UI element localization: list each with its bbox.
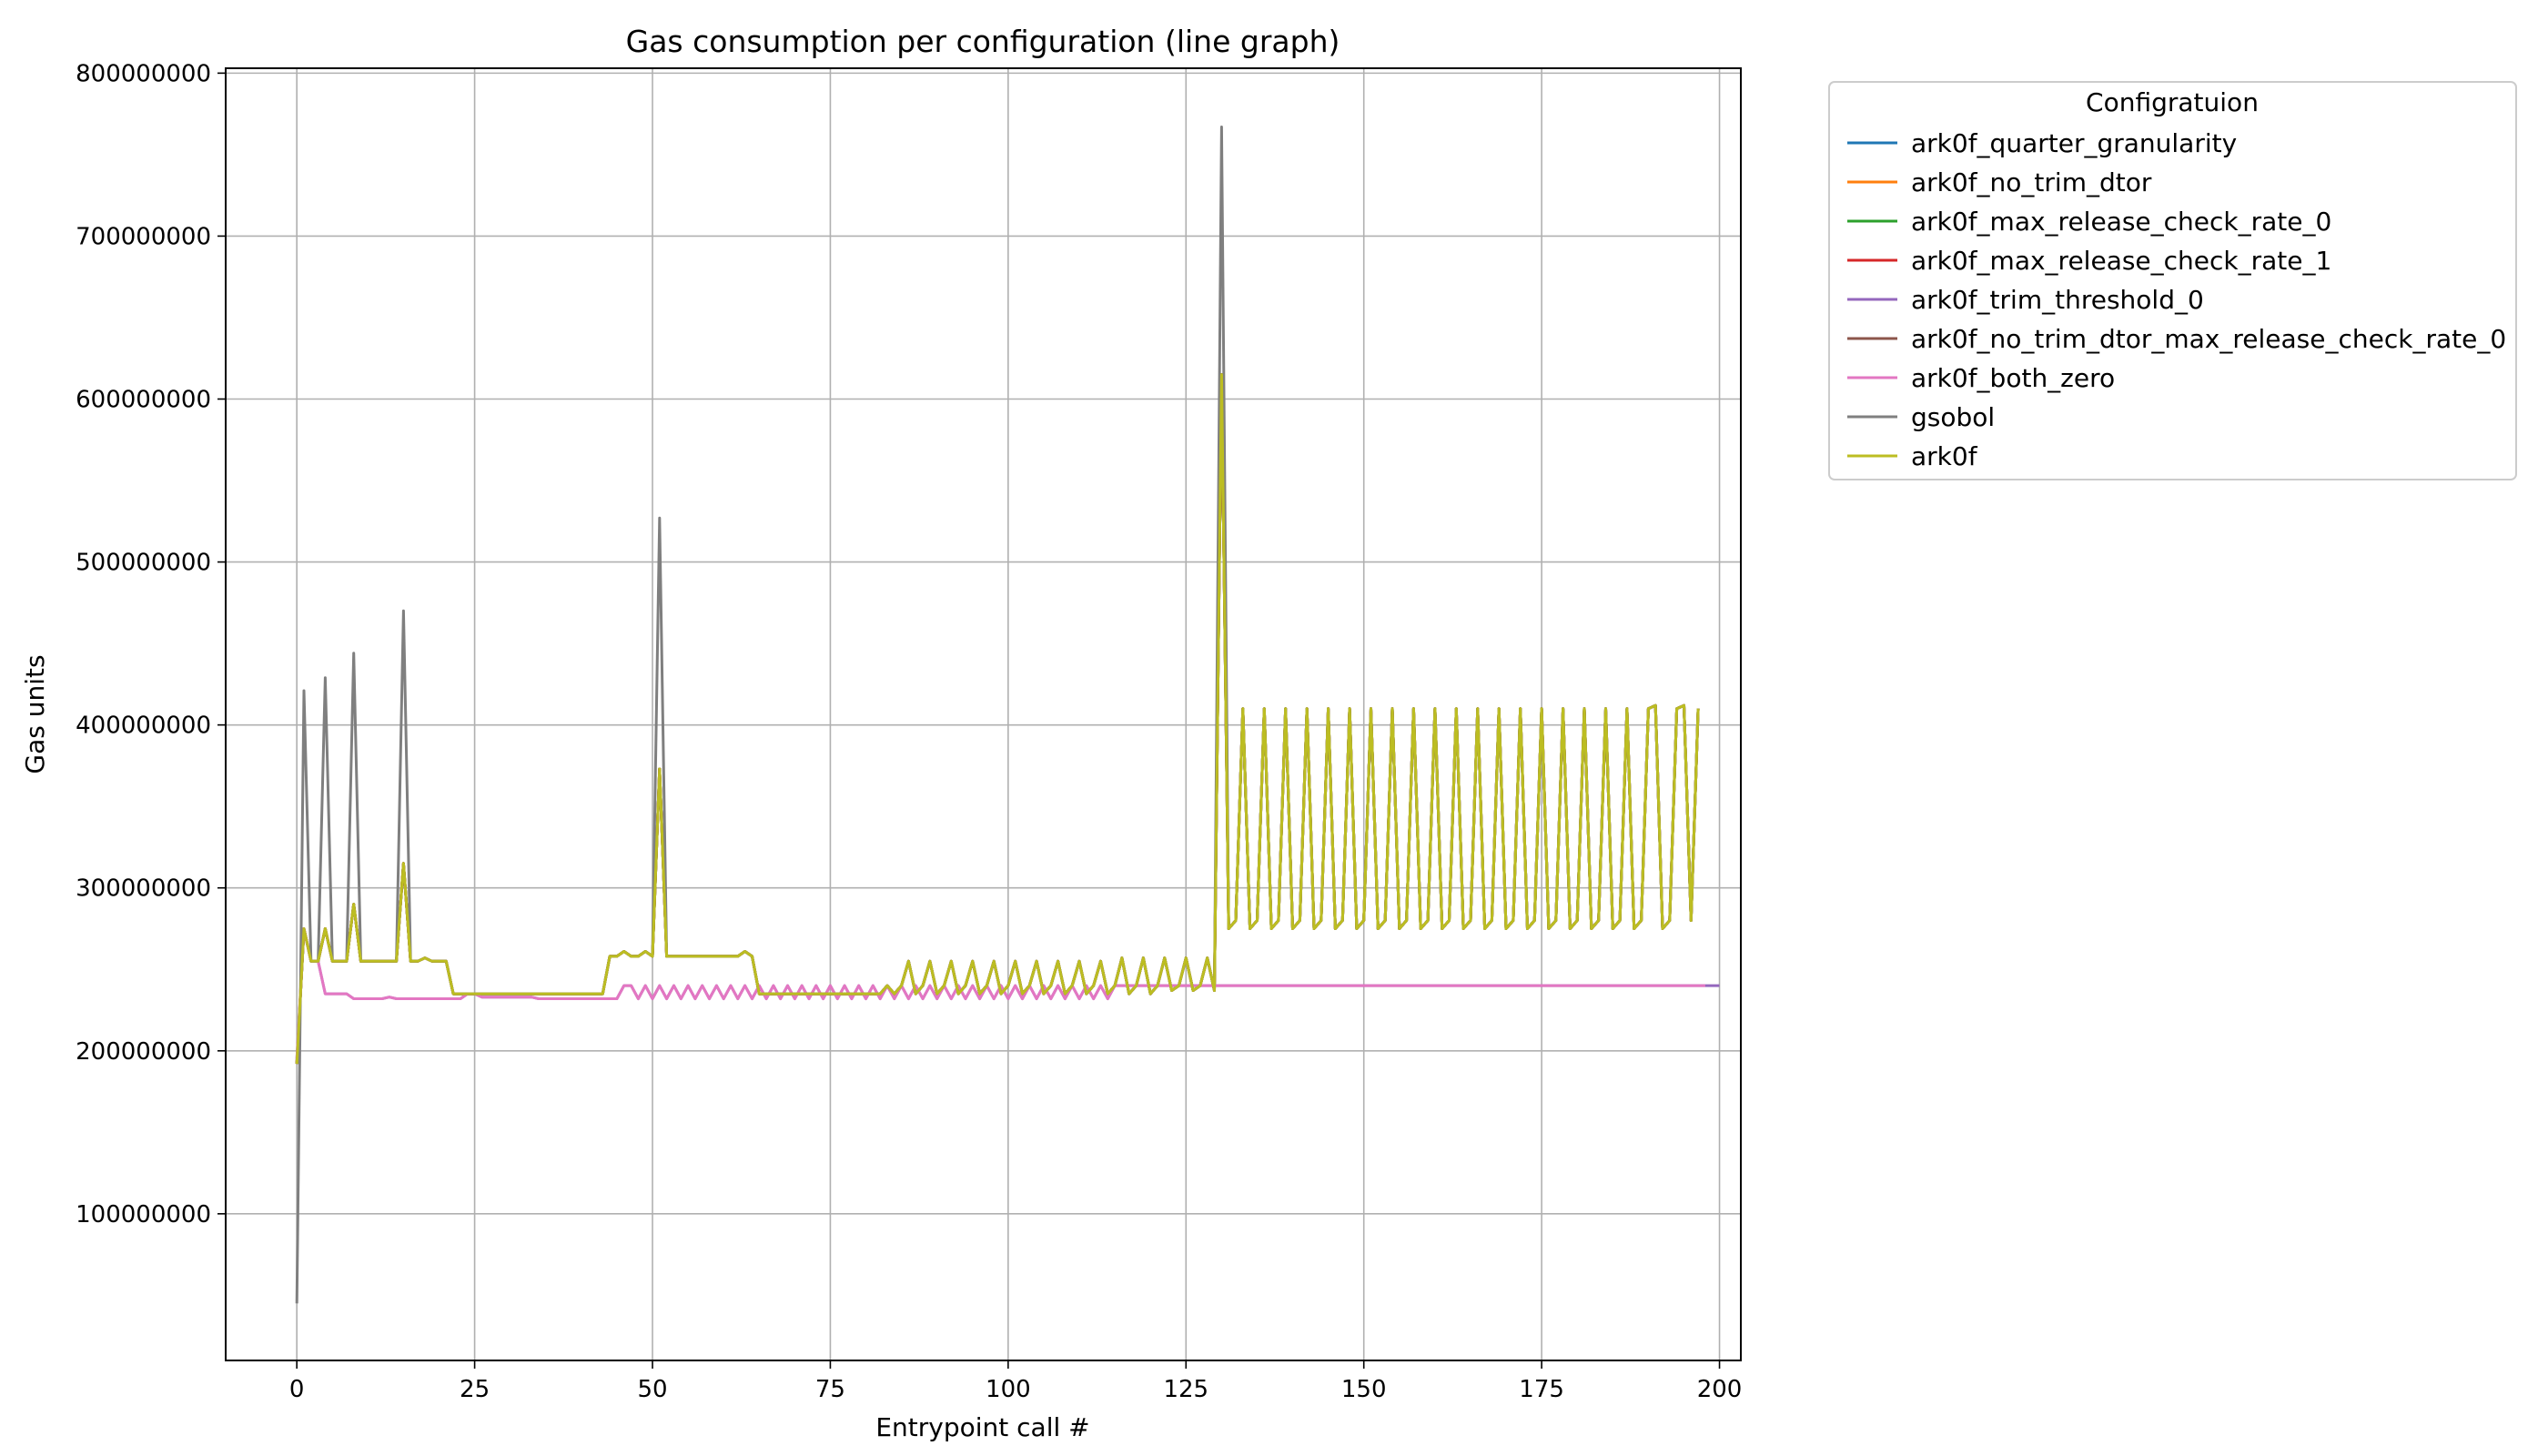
legend-label-ark0f-trim-threshold-0: ark0f_trim_threshold_0 [1911,285,2204,315]
x-tick-label: 125 [1163,1376,1208,1403]
y-tick-label: 500000000 [76,550,211,577]
legend-label-ark0f-no-trim-dtor-max-release-check-rate-0: ark0f_no_trim_dtor_max_release_check_rat… [1911,324,2506,354]
series-lines [295,126,1720,1304]
legend-label-ark0f: ark0f [1911,441,1978,471]
legend-label-ark0f-max-release-check-rate-1: ark0f_max_release_check_rate_1 [1911,246,2331,276]
y-tick-label: 700000000 [76,223,211,250]
grid-lines [226,68,1741,1360]
legend-label-ark0f-no-trim-dtor: ark0f_no_trim_dtor [1911,167,2152,197]
legend-items: ark0f_quarter_granularity ark0f_no_trim_d… [1847,128,2506,471]
x-tick-label: 0 [289,1376,305,1403]
y-tick-label: 600000000 [76,387,211,414]
x-tick-label: 150 [1341,1376,1387,1403]
x-tick-label: 25 [460,1376,490,1403]
legend: Configratuion ark0f_quarter_granularitya… [1828,81,2517,480]
y-tick-label: 200000000 [76,1038,211,1066]
y-tick-label: 800000000 [76,60,211,87]
chart-title: Gas consumption per configuration (line … [626,24,1340,59]
legend-label-ark0f-quarter-granularity: ark0f_quarter_granularity [1911,128,2237,158]
x-tick-label: 75 [815,1376,845,1403]
x-axis-label: Entrypoint call # [875,1412,1089,1442]
legend-frame [1828,81,2517,480]
legend-title: Configratuion [2086,87,2259,117]
legend-label-ark0f-both-zero: ark0f_both_zero [1911,363,2115,393]
plot-frame [225,67,1742,1361]
legend-label-ark0f-max-release-check-rate-0: ark0f_max_release_check_rate_0 [1911,207,2331,237]
x-tick-label: 175 [1519,1376,1564,1403]
y-axis-label: Gas units [20,654,50,774]
x-tick-label: 200 [1697,1376,1743,1403]
series-line-ark0f-both-zero [295,927,1705,1059]
y-tick-label: 300000000 [76,875,211,903]
axis-ticks: 0 25 50 75 100 125 150 175 200 100000000 200000000… [76,60,1742,1403]
y-tick-label: 400000000 [76,713,211,740]
x-tick-label: 100 [986,1376,1031,1403]
series-line-ark0f [295,373,1700,1065]
y-tick-label: 100000000 [76,1201,211,1228]
legend-label-gsobol: gsobol [1911,402,1995,432]
x-tick-label: 50 [637,1376,667,1403]
